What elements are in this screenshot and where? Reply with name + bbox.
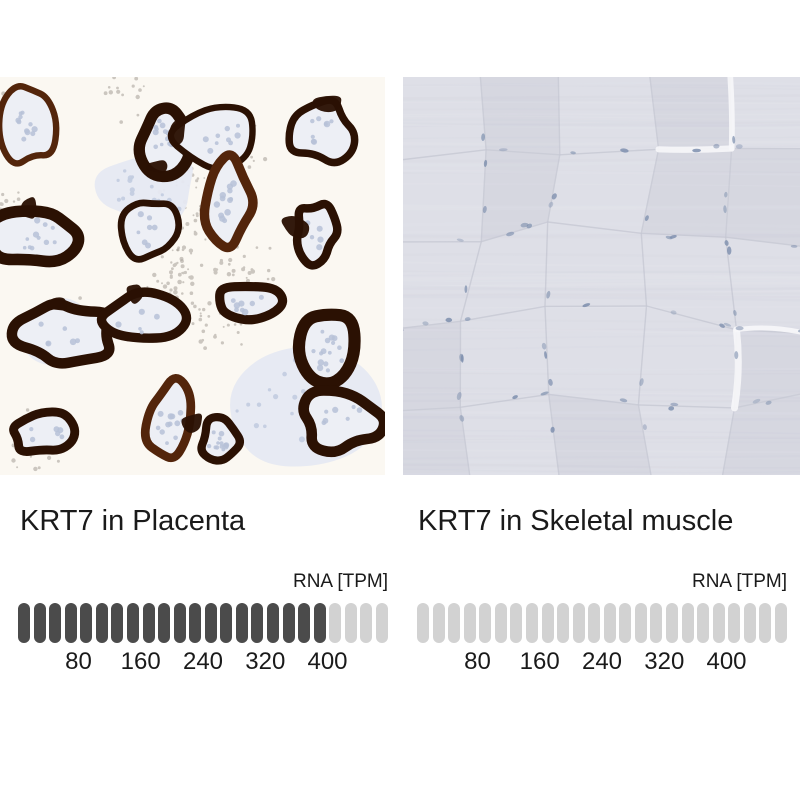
expression-segment	[64, 603, 77, 643]
panel-title-skeletal-muscle: KRT7 in Skeletal muscle	[418, 505, 734, 537]
expression-bar-placenta	[18, 603, 388, 643]
expression-segment	[204, 603, 217, 643]
expression-segment	[18, 603, 30, 643]
tick-label: 240	[581, 648, 623, 675]
expression-segment	[572, 603, 585, 643]
expression-segment	[417, 603, 429, 643]
expression-segment	[588, 603, 601, 643]
rna-unit-label-skeletal-muscle: RNA [TPM]	[691, 571, 787, 592]
tick-label: 400	[706, 648, 747, 675]
expression-segment	[712, 603, 725, 643]
expression-bar-skeletal-muscle	[417, 603, 787, 643]
expression-segment	[344, 603, 357, 643]
tick-label: 320	[245, 648, 286, 675]
ihc-image-placenta-rendering	[0, 77, 385, 475]
tick-label: 160	[120, 648, 161, 675]
tick-label: 400	[307, 648, 348, 675]
expression-ticks-skeletal-muscle: 80 160 240 320 400	[417, 649, 787, 677]
expression-segment	[126, 603, 139, 643]
expression-segment	[251, 603, 264, 643]
expression-segment	[650, 603, 663, 643]
tick-label: 240	[182, 648, 224, 675]
expression-segment	[557, 603, 570, 643]
panel-title-placenta: KRT7 in Placenta	[20, 505, 246, 537]
expression-segment	[432, 603, 445, 643]
expression-segment	[479, 603, 492, 643]
expression-segment	[329, 603, 342, 643]
expression-segment	[220, 603, 233, 643]
expression-segment	[267, 603, 279, 643]
tick-label: 80	[65, 648, 92, 675]
expression-segment	[313, 603, 326, 643]
expression-segment	[774, 603, 787, 643]
ihc-image-placenta[interactable]	[0, 77, 385, 475]
expression-segment	[728, 603, 741, 643]
expression-segment	[33, 603, 46, 643]
expression-segment	[189, 603, 202, 643]
expression-segment	[158, 603, 171, 643]
expression-segment	[666, 603, 678, 643]
expression-segment	[681, 603, 694, 643]
expression-ticks-placenta: 80 160 240 320 400	[18, 649, 388, 677]
expression-segment	[173, 603, 186, 643]
expression-segment	[142, 603, 155, 643]
expression-segment	[494, 603, 507, 643]
expression-segment	[80, 603, 93, 643]
ihc-image-skeletal-muscle[interactable]	[403, 77, 800, 475]
expression-segment	[448, 603, 461, 643]
expression-segment	[525, 603, 538, 643]
expression-segment	[759, 603, 772, 643]
expression-segment	[49, 603, 62, 643]
rna-unit-label-placenta: RNA [TPM]	[292, 571, 388, 592]
expression-segment	[541, 603, 554, 643]
expression-segment	[375, 603, 388, 643]
expression-segment	[743, 603, 756, 643]
expression-segment	[111, 603, 124, 643]
expression-segment	[619, 603, 632, 643]
ihc-image-skeletal-muscle-rendering	[403, 77, 800, 475]
expression-segment	[697, 603, 710, 643]
expression-segment	[235, 603, 248, 643]
tick-label: 320	[644, 648, 685, 675]
tick-label: 160	[519, 648, 560, 675]
expression-segment	[510, 603, 523, 643]
expression-segment	[360, 603, 373, 643]
expression-segment	[282, 603, 295, 643]
expression-segment	[298, 603, 311, 643]
expression-segment	[634, 603, 647, 643]
expression-segment	[603, 603, 616, 643]
expression-segment	[95, 603, 108, 643]
tick-label: 80	[464, 648, 491, 675]
expression-segment	[463, 603, 476, 643]
